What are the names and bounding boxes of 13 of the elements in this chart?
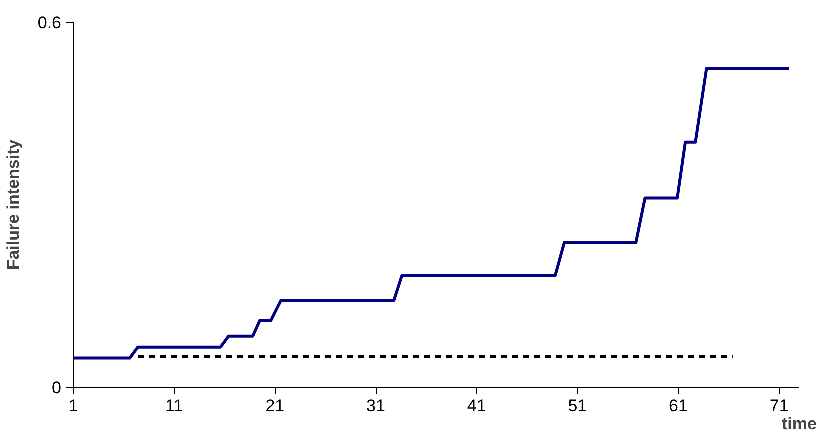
x-tick-label: 21 [266,396,285,416]
line-series [74,67,791,360]
x-axis-title: time [782,414,817,434]
x-tick-label: 61 [669,396,688,416]
y-axis-title: Failure intensity [4,139,23,270]
y-tick-label: 0.6 [38,14,62,32]
x-tick-label: 71 [770,396,789,416]
x-tick-label: 51 [568,396,588,416]
x-tick-label: 1 [68,396,78,416]
x-tick-label: 11 [166,396,184,416]
x-tick-label: 41 [467,396,486,416]
x-tick-label: 31 [366,396,386,416]
y-tick-label: 0 [52,378,62,398]
